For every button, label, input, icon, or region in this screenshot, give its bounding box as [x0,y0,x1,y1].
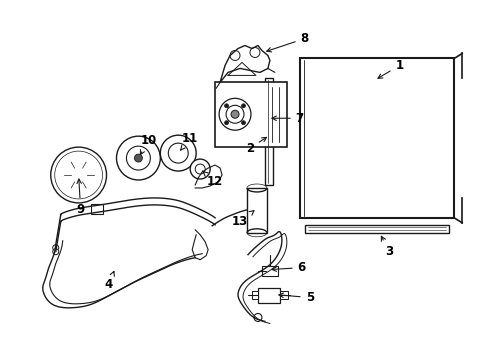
Circle shape [195,164,205,174]
Circle shape [53,245,59,251]
Bar [90,204,102,214]
Text: 4: 4 [104,271,114,291]
Circle shape [134,154,142,162]
Circle shape [126,146,150,170]
Circle shape [51,147,106,203]
Bar [258,288,279,302]
Bar [264,78,272,185]
Text: 3: 3 [381,237,393,258]
Text: 13: 13 [231,211,253,228]
Text: 6: 6 [271,261,305,274]
Circle shape [160,135,196,171]
Bar [262,266,277,276]
Circle shape [62,159,94,191]
Bar [215,82,286,147]
Bar [251,291,258,298]
Circle shape [190,159,210,179]
Circle shape [224,104,228,108]
Bar [246,188,266,233]
Circle shape [168,143,188,163]
Text: 1: 1 [377,59,403,78]
Text: 12: 12 [202,171,223,189]
Circle shape [230,110,239,118]
Text: 5: 5 [278,291,313,304]
Circle shape [253,314,262,321]
Circle shape [241,104,245,108]
Circle shape [116,136,160,180]
Text: 7: 7 [271,112,303,125]
Text: 9: 9 [76,179,84,216]
Circle shape [225,105,244,123]
Circle shape [241,121,245,125]
Text: 2: 2 [245,138,266,155]
Text: 8: 8 [266,32,308,52]
Bar [299,58,453,218]
Text: 10: 10 [140,134,156,154]
Bar [279,291,287,298]
Circle shape [55,151,102,199]
Circle shape [229,50,240,60]
Circle shape [249,48,260,58]
Circle shape [219,98,250,130]
Circle shape [53,249,59,255]
Circle shape [224,121,228,125]
Circle shape [72,168,85,182]
Bar [304,225,448,233]
Text: 11: 11 [181,132,198,150]
